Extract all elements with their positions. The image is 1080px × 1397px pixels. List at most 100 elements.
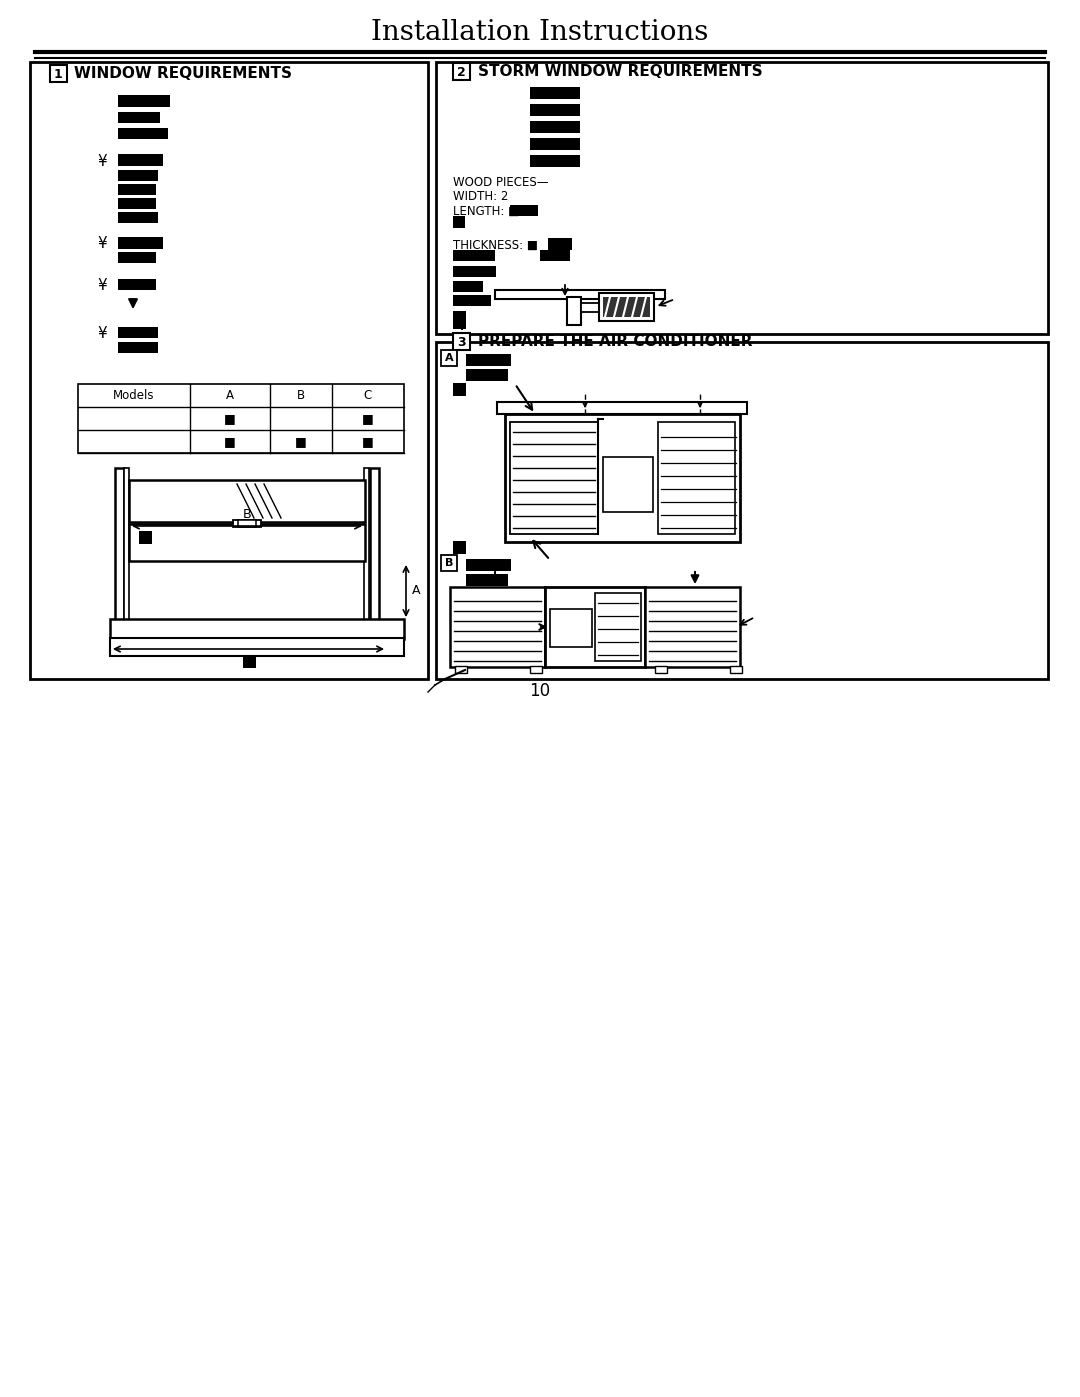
Bar xyxy=(118,327,158,338)
Bar xyxy=(453,250,495,261)
Bar xyxy=(581,303,600,312)
Bar xyxy=(118,95,170,108)
Text: ¥: ¥ xyxy=(97,236,107,251)
Bar xyxy=(510,422,598,534)
Bar xyxy=(510,205,538,217)
Bar xyxy=(453,295,491,306)
Bar xyxy=(118,198,156,210)
Bar xyxy=(465,369,508,381)
Text: ■: ■ xyxy=(295,434,307,448)
Text: ■: ■ xyxy=(362,434,374,448)
Bar xyxy=(548,237,572,250)
Bar xyxy=(550,609,592,647)
Bar xyxy=(530,122,580,133)
Text: ■: ■ xyxy=(225,434,235,448)
Text: ■: ■ xyxy=(225,412,235,425)
Text: B: B xyxy=(445,557,454,569)
Bar xyxy=(505,414,740,542)
Text: A: A xyxy=(411,584,420,598)
Bar xyxy=(530,87,580,99)
Bar xyxy=(118,342,158,353)
Bar xyxy=(450,587,545,666)
Bar xyxy=(530,138,580,149)
Bar xyxy=(78,384,404,453)
Bar xyxy=(453,316,465,330)
Bar xyxy=(118,279,156,291)
Bar xyxy=(110,619,404,638)
Bar xyxy=(453,265,496,277)
Bar xyxy=(129,481,365,522)
Bar xyxy=(453,63,470,80)
Bar xyxy=(114,468,124,636)
Bar xyxy=(453,312,465,324)
Bar xyxy=(730,666,742,673)
Bar xyxy=(455,666,467,673)
Bar xyxy=(453,383,465,395)
Bar xyxy=(233,520,261,527)
Text: A: A xyxy=(445,353,454,363)
Bar xyxy=(441,351,457,366)
Bar xyxy=(139,531,152,543)
Bar xyxy=(453,281,483,292)
Bar xyxy=(441,555,457,571)
Text: WOOD PIECES—: WOOD PIECES— xyxy=(453,176,549,189)
Bar xyxy=(110,638,404,657)
Text: B: B xyxy=(297,388,305,402)
Bar xyxy=(364,468,369,636)
Text: B: B xyxy=(243,507,252,521)
Text: STORM WINDOW REQUIREMENTS: STORM WINDOW REQUIREMENTS xyxy=(478,64,762,80)
Bar xyxy=(658,422,735,534)
Text: PREPARE THE AIR CONDITIONER: PREPARE THE AIR CONDITIONER xyxy=(478,334,753,349)
Bar xyxy=(118,129,168,138)
Bar xyxy=(30,61,428,679)
Text: LENGTH: ■: LENGTH: ■ xyxy=(453,204,519,218)
Text: WIDTH: 2: WIDTH: 2 xyxy=(453,190,509,204)
Bar xyxy=(603,457,653,511)
Bar xyxy=(465,559,511,571)
Bar xyxy=(370,468,379,636)
Bar xyxy=(436,342,1048,679)
Bar xyxy=(530,103,580,116)
Bar xyxy=(118,170,158,182)
Text: Models: Models xyxy=(113,388,154,402)
Text: ¥: ¥ xyxy=(97,278,107,292)
Bar xyxy=(497,402,747,414)
Bar xyxy=(453,217,465,228)
Bar xyxy=(599,293,654,321)
Text: 3: 3 xyxy=(457,335,465,348)
Text: 2: 2 xyxy=(457,66,465,78)
Bar xyxy=(545,587,645,666)
Text: ¥: ¥ xyxy=(97,154,107,169)
Bar xyxy=(540,250,570,261)
Bar xyxy=(118,112,160,123)
Bar xyxy=(118,237,163,249)
Bar xyxy=(118,154,163,166)
Text: ■: ■ xyxy=(362,412,374,425)
Bar xyxy=(129,524,365,562)
Bar xyxy=(243,655,256,668)
Text: C: C xyxy=(364,388,373,402)
Bar xyxy=(453,541,465,555)
Bar xyxy=(238,520,256,527)
Bar xyxy=(118,212,158,224)
Bar xyxy=(654,666,667,673)
Bar xyxy=(118,184,156,196)
Bar xyxy=(453,332,470,351)
Bar xyxy=(465,353,511,366)
Bar xyxy=(495,291,665,299)
Text: THICKNESS: ■: THICKNESS: ■ xyxy=(453,239,538,251)
Bar xyxy=(567,298,581,326)
Bar xyxy=(530,666,542,673)
Bar xyxy=(124,468,129,636)
Text: Installation Instructions: Installation Instructions xyxy=(372,18,708,46)
Text: C: C xyxy=(244,655,253,669)
Bar xyxy=(465,574,508,585)
Bar xyxy=(595,592,642,661)
Text: A: A xyxy=(226,388,234,402)
Text: WINDOW REQUIREMENTS: WINDOW REQUIREMENTS xyxy=(75,67,292,81)
Bar xyxy=(50,66,67,82)
Text: 10: 10 xyxy=(529,682,551,700)
Bar xyxy=(603,298,650,317)
Text: 1: 1 xyxy=(54,67,63,81)
Bar xyxy=(530,155,580,168)
